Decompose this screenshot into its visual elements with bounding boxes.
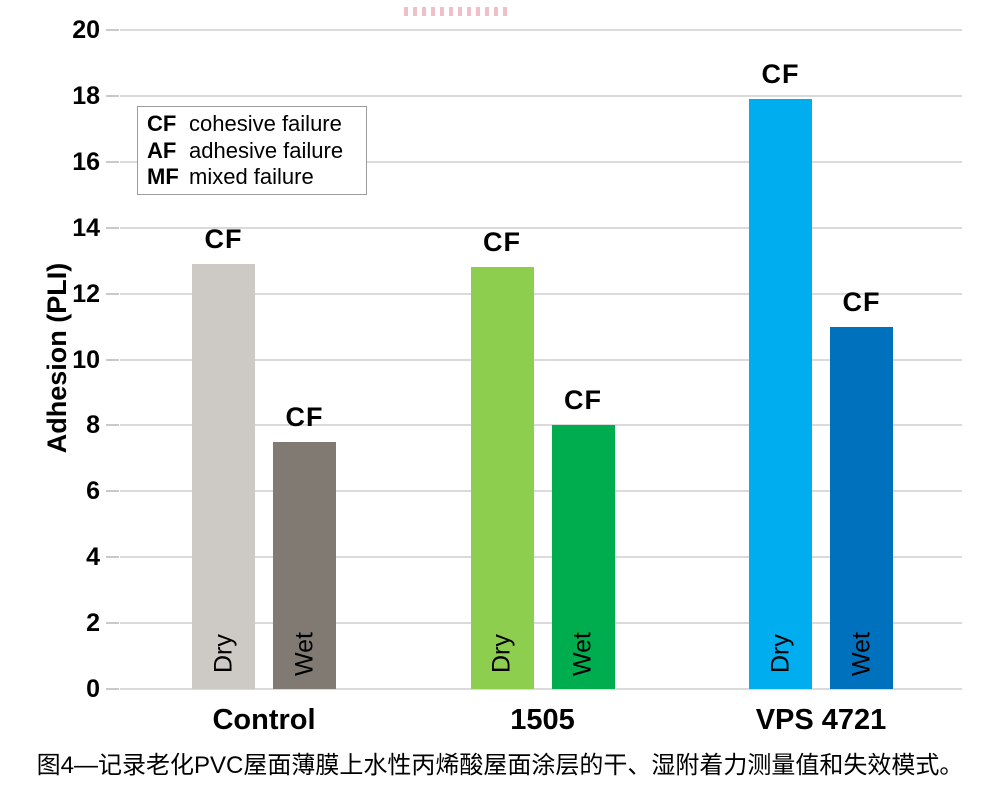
bar-1505-dry — [470, 267, 534, 689]
y-axis-tick — [106, 226, 119, 229]
gridline — [120, 94, 962, 97]
legend-abbr: MF — [147, 164, 179, 190]
y-axis-tick — [106, 29, 119, 31]
y-tick-label: 2 — [86, 609, 100, 638]
y-tick-label: 14 — [72, 213, 100, 242]
gridline — [120, 424, 962, 427]
failure-mode-label-vps-4721-wet: CF — [842, 286, 881, 317]
category-label-1505: 1505 — [510, 704, 575, 736]
bar-control-dry — [192, 263, 255, 689]
watermark — [404, 7, 510, 16]
bar-1505-wet — [551, 425, 615, 689]
category-label-vps-4721: VPS 4721 — [755, 704, 887, 736]
failure-mode-label-control-wet: CF — [285, 401, 324, 432]
y-axis-tick — [106, 688, 119, 690]
legend-row-cf: CF cohesive failure — [147, 111, 357, 137]
failure-mode-label-1505-dry: CF — [483, 227, 521, 258]
legend-text: adhesive failure — [189, 137, 344, 163]
y-tick-label: 0 — [86, 675, 100, 703]
y-tick-label: 16 — [72, 147, 100, 176]
legend-row-mf: MF mixed failure — [147, 164, 357, 190]
gridline — [120, 29, 962, 31]
y-tick-label: 6 — [86, 477, 100, 506]
series-label-control-dry: Dry — [209, 634, 237, 674]
y-axis-tick — [106, 94, 119, 97]
legend-text: mixed failure — [189, 164, 314, 190]
gridline — [120, 556, 962, 559]
y-axis-tick — [106, 358, 119, 361]
y-axis-tick — [106, 490, 119, 493]
series-label-1505-dry: Dry — [487, 634, 516, 674]
y-tick-label: 18 — [72, 81, 100, 110]
gridline — [120, 622, 962, 625]
legend-abbr: AF — [147, 137, 177, 163]
y-tick-label: 8 — [86, 411, 100, 440]
y-tick-label: 4 — [86, 543, 100, 572]
failure-mode-label-control-dry: CF — [204, 223, 243, 254]
category-label-control: Control — [212, 704, 316, 736]
gridline — [120, 358, 962, 361]
legend-row-af: AF adhesive failure — [147, 138, 357, 164]
y-axis-tick — [106, 556, 119, 559]
series-label-control-wet: Wet — [290, 632, 318, 676]
legend-text: cohesive failure — [189, 110, 342, 136]
gridline — [120, 160, 962, 163]
y-axis-tick — [106, 424, 119, 427]
bar-control-wet — [273, 441, 336, 689]
bar-vps-4721-dry — [749, 99, 812, 689]
series-label-1505-wet: Wet — [568, 632, 597, 676]
gridline — [120, 490, 962, 493]
series-label-vps-4721-dry: Dry — [766, 634, 794, 674]
failure-mode-label-1505-wet: CF — [564, 385, 602, 416]
y-tick-label: 10 — [72, 345, 100, 374]
gridline — [120, 292, 962, 295]
y-tick-label: 12 — [72, 279, 100, 308]
failure-mode-label-vps-4721-dry: CF — [761, 59, 800, 90]
y-axis-tick — [106, 622, 119, 625]
legend-abbr: CF — [147, 110, 177, 136]
legend-box: CF cohesive failure AF adhesive failure MF mi… — [137, 106, 367, 195]
y-axis-tick — [106, 160, 119, 163]
gridline — [120, 688, 962, 690]
figure-caption: 图4—记录老化PVC屋面薄膜上水性丙烯酸屋面涂层的干、湿附着力测量值和失效模式。 — [36, 752, 964, 779]
y-axis-tick — [106, 292, 119, 295]
y-tick-label: 20 — [72, 16, 100, 44]
bar-vps-4721-wet — [830, 326, 893, 689]
series-label-vps-4721-wet: Wet — [847, 632, 875, 676]
gridline — [120, 226, 962, 229]
